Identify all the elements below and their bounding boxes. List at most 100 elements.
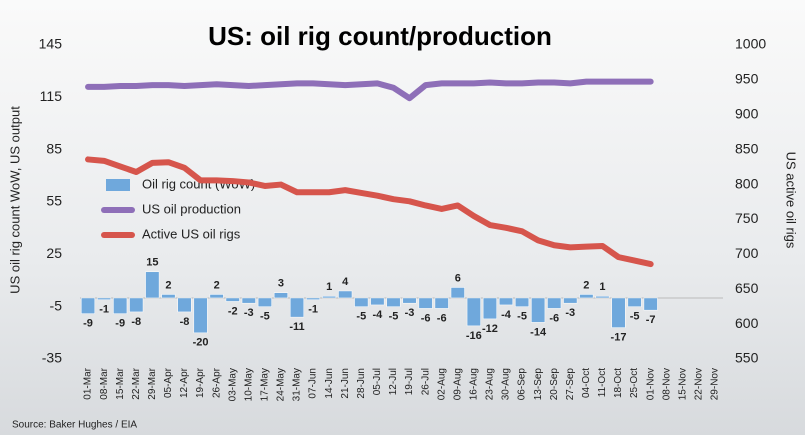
bar [482,297,497,320]
bar [225,297,240,302]
value-label: -8 [180,316,190,328]
value-label: -3 [244,307,254,319]
x-tick-label: 11-Oct [597,368,608,397]
value-label: 1 [599,281,605,293]
bar [241,297,256,304]
y-tick-label: -35 [42,350,62,366]
y-tick-label: 145 [39,36,63,52]
x-tick-label: 04-Oct [581,368,592,398]
bar [595,295,610,299]
value-label: 15 [146,257,158,269]
bar [643,297,658,311]
y-tick-label: -5 [50,297,63,313]
bar [627,297,642,307]
x-tick-label: 15-Mar [115,367,126,399]
value-label: -8 [131,316,141,328]
y2-tick-label: 700 [735,245,759,261]
bar [161,294,176,299]
y-tick-label: 25 [46,245,62,261]
x-tick-label: 01-Mar [83,367,94,399]
bar [177,297,192,313]
y-tick-label: 55 [46,193,62,209]
x-tick-label: 08-Nov [661,368,672,400]
line [85,78,654,102]
x-tick-label: 10-May [243,368,254,401]
x-tick-label: 07-Jun [308,368,319,399]
value-label: -5 [517,311,527,323]
bar [498,297,513,306]
bar [515,297,530,307]
value-label: 4 [342,276,349,288]
bar [434,297,449,309]
x-tick-label: 05-Apr [163,367,174,398]
source: Source: Baker Hughes / EIA [12,420,137,431]
value-label: -2 [228,305,238,317]
x-tick-label: 12-Jul [388,368,399,395]
value-label: -5 [389,311,399,323]
x-tick-label: 12-Apr [179,367,190,398]
x-tick-label: 22-Mar [131,367,142,399]
line [85,156,654,268]
legend-label: Active US oil rigs [142,226,241,241]
x-tick-label: 26-Jul [420,368,431,395]
x-tick-label: 26-Apr [211,367,222,398]
bar [145,271,160,299]
x-tick-label: 06-Sep [517,368,528,401]
x-tick-label: 01-Nov [645,368,656,400]
x-tick-label: 22-Nov [694,368,705,400]
x-tick-label: 24-May [276,368,287,401]
x-tick-label: 03-May [227,368,238,401]
x-tick-label: 15-Nov [677,368,688,400]
chart-title: US: oil rig count/production [208,21,552,51]
value-label: -16 [466,330,482,342]
bar [450,287,465,299]
x-tick-label: 29-Nov [710,368,721,400]
legend-label: US oil production [142,201,241,216]
value-label: 3 [278,278,284,290]
value-label: -1 [99,304,109,316]
bar [273,292,288,299]
bar [354,297,369,307]
x-tick-label: 02-Aug [436,368,447,400]
bar [563,297,578,304]
x-tick-label: 31-May [292,368,303,401]
y2-tick-label: 650 [735,280,759,296]
bar [306,297,321,300]
bar [531,297,546,323]
value-label: -4 [372,309,383,321]
value-label: -17 [611,332,627,344]
bar [113,297,128,314]
value-label: -4 [501,309,512,321]
x-tick-label: 17-May [260,368,271,401]
value-label: -20 [193,337,209,349]
bar [386,297,401,307]
x-tick-label: 19-Apr [195,367,206,398]
value-label: -6 [437,312,447,324]
bar [579,294,594,299]
x-tick-label: 05-Jul [372,368,383,395]
x-tick-label: 09-Aug [452,368,463,400]
value-label: -9 [83,318,93,330]
y2-tick-label: 900 [735,105,759,121]
x-tick-label: 23-Aug [485,368,496,400]
bar [418,297,433,309]
value-label: -14 [530,326,547,338]
y2-tick-label: 850 [735,140,759,156]
value-label: -7 [646,314,656,326]
value-label: 2 [165,279,171,291]
y-tick-label: 115 [40,88,63,104]
x-tick-label: 29-Mar [147,367,158,399]
value-label: -6 [421,312,431,324]
bar [338,290,353,299]
x-tick-label: 27-Sep [565,368,576,401]
bar [209,294,224,299]
x-tick-label: 14-Jun [324,368,335,399]
x-tick-label: 21-Jun [340,368,351,399]
value-label: -1 [308,304,318,316]
bar [402,297,417,304]
bar [81,297,96,314]
value-label: -3 [565,307,575,319]
y2-tick-label: 1000 [735,36,766,52]
